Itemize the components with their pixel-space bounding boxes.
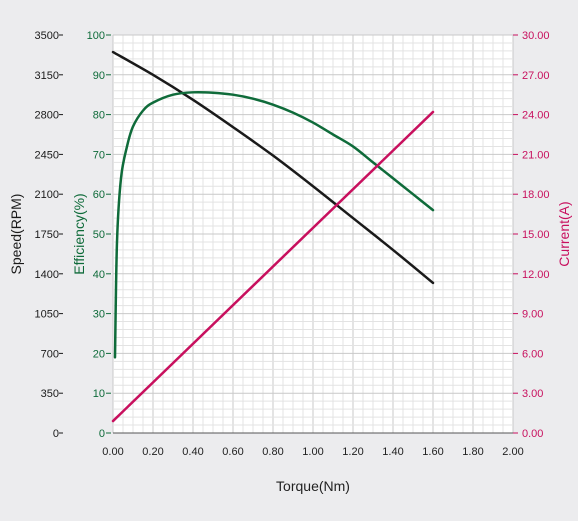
speed-tick-label: 700 [41, 348, 59, 360]
x-tick-label: 1.40 [382, 446, 403, 458]
efficiency-tick-label: 70 [93, 149, 105, 161]
x-tick-label: 1.00 [302, 446, 323, 458]
current-tick-label: 24.00 [522, 110, 550, 122]
efficiency-tick-label: 30 [93, 309, 105, 321]
x-tick-label: 0.20 [142, 446, 163, 458]
current-tick-label: 3.00 [522, 388, 543, 400]
efficiency-tick-label: 100 [87, 30, 105, 42]
x-tick-label: 1.60 [422, 446, 443, 458]
x-tick-label: 0.60 [222, 446, 243, 458]
current-series-line [111, 110, 435, 423]
current-tick-label: 6.00 [522, 348, 543, 360]
x-tick-label: 0.40 [182, 446, 203, 458]
speed-tick-label: 350 [41, 388, 59, 400]
current-tick-label: 9.00 [522, 309, 543, 321]
current-axis-title: Current(A) [556, 201, 572, 266]
efficiency-tick-label: 0 [99, 428, 105, 440]
speed-tick-label: 0 [53, 428, 59, 440]
current-tick-label: 21.00 [522, 149, 550, 161]
current-tick-label: 18.00 [522, 189, 550, 201]
efficiency-series-line [113, 90, 435, 359]
x-tick-label: 1.80 [462, 446, 483, 458]
x-tick-label: 2.00 [502, 446, 523, 458]
speed-tick-label: 1750 [35, 229, 59, 241]
speed-tick-label: 1050 [35, 309, 59, 321]
efficiency-tick-label: 80 [93, 110, 105, 122]
current-tick-label: 30.00 [522, 30, 550, 42]
speed-axis-title: Speed(RPM) [8, 194, 24, 275]
x-tick-label: 0.00 [102, 446, 123, 458]
current-tick-label: 27.00 [522, 70, 550, 82]
speed-tick-label: 3150 [35, 70, 59, 82]
efficiency-tick-label: 90 [93, 70, 105, 82]
x-tick-label: 1.20 [342, 446, 363, 458]
efficiency-axis-title: Efficiency(%) [71, 193, 87, 274]
speed-series-line [111, 50, 435, 285]
speed-tick-label: 1400 [35, 269, 59, 281]
efficiency-tick-label: 40 [93, 269, 105, 281]
speed-tick-label: 3500 [35, 30, 59, 42]
speed-tick-label: 2100 [35, 189, 59, 201]
speed-tick-label: 2800 [35, 110, 59, 122]
efficiency-tick-label: 60 [93, 189, 105, 201]
x-tick-label: 0.80 [262, 446, 283, 458]
efficiency-tick-label: 50 [93, 229, 105, 241]
speed-tick-label: 2450 [35, 149, 59, 161]
current-tick-label: 12.00 [522, 269, 550, 281]
current-tick-label: 0.00 [522, 428, 543, 440]
current-tick-label: 15.00 [522, 229, 550, 241]
efficiency-tick-label: 20 [93, 348, 105, 360]
efficiency-tick-label: 10 [93, 388, 105, 400]
x-axis-title: Torque(Nm) [276, 478, 350, 494]
